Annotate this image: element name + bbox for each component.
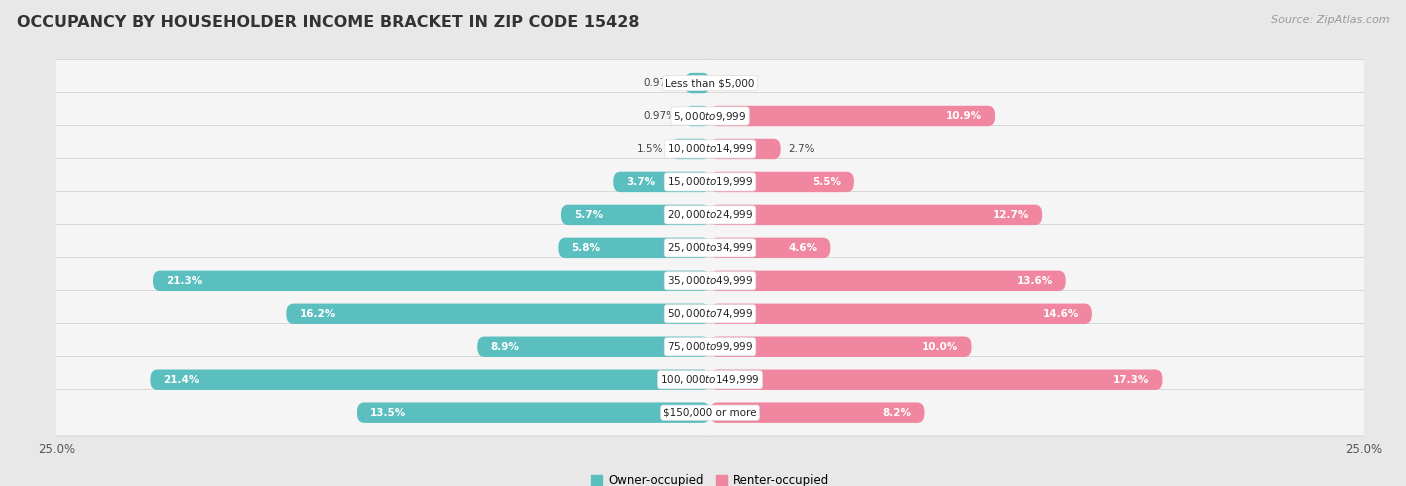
Text: 0.0%: 0.0% bbox=[718, 78, 744, 88]
FancyBboxPatch shape bbox=[45, 60, 1375, 106]
Text: $50,000 to $74,999: $50,000 to $74,999 bbox=[666, 307, 754, 320]
Text: 17.3%: 17.3% bbox=[1114, 375, 1149, 385]
Text: 0.97%: 0.97% bbox=[644, 78, 676, 88]
Text: 2.7%: 2.7% bbox=[789, 144, 815, 154]
Text: 14.6%: 14.6% bbox=[1042, 309, 1078, 319]
Text: 1.5%: 1.5% bbox=[637, 144, 664, 154]
Text: 5.5%: 5.5% bbox=[811, 177, 841, 187]
FancyBboxPatch shape bbox=[287, 304, 710, 324]
Text: $15,000 to $19,999: $15,000 to $19,999 bbox=[666, 175, 754, 189]
Text: Source: ZipAtlas.com: Source: ZipAtlas.com bbox=[1271, 15, 1389, 25]
FancyBboxPatch shape bbox=[710, 402, 925, 423]
FancyBboxPatch shape bbox=[45, 291, 1375, 337]
Legend: Owner-occupied, Renter-occupied: Owner-occupied, Renter-occupied bbox=[586, 469, 834, 486]
Text: $75,000 to $99,999: $75,000 to $99,999 bbox=[666, 340, 754, 353]
Text: $35,000 to $49,999: $35,000 to $49,999 bbox=[666, 274, 754, 287]
FancyBboxPatch shape bbox=[561, 205, 710, 225]
Text: $100,000 to $149,999: $100,000 to $149,999 bbox=[661, 373, 759, 386]
FancyBboxPatch shape bbox=[45, 389, 1375, 436]
FancyBboxPatch shape bbox=[45, 125, 1375, 173]
FancyBboxPatch shape bbox=[150, 369, 710, 390]
Text: 21.3%: 21.3% bbox=[166, 276, 202, 286]
Text: $10,000 to $14,999: $10,000 to $14,999 bbox=[666, 142, 754, 156]
FancyBboxPatch shape bbox=[45, 258, 1375, 304]
FancyBboxPatch shape bbox=[710, 304, 1092, 324]
FancyBboxPatch shape bbox=[685, 106, 710, 126]
Text: $5,000 to $9,999: $5,000 to $9,999 bbox=[673, 109, 747, 122]
FancyBboxPatch shape bbox=[558, 238, 710, 258]
FancyBboxPatch shape bbox=[357, 402, 710, 423]
Text: 10.0%: 10.0% bbox=[922, 342, 959, 352]
FancyBboxPatch shape bbox=[45, 158, 1375, 205]
FancyBboxPatch shape bbox=[710, 238, 831, 258]
Text: 5.7%: 5.7% bbox=[574, 210, 603, 220]
FancyBboxPatch shape bbox=[45, 93, 1375, 139]
FancyBboxPatch shape bbox=[710, 139, 780, 159]
FancyBboxPatch shape bbox=[45, 225, 1375, 271]
Text: 8.2%: 8.2% bbox=[883, 408, 911, 417]
Text: 13.6%: 13.6% bbox=[1017, 276, 1053, 286]
Text: 13.5%: 13.5% bbox=[370, 408, 406, 417]
FancyBboxPatch shape bbox=[671, 139, 710, 159]
FancyBboxPatch shape bbox=[613, 172, 710, 192]
Text: 3.7%: 3.7% bbox=[626, 177, 655, 187]
Text: 21.4%: 21.4% bbox=[163, 375, 200, 385]
FancyBboxPatch shape bbox=[710, 369, 1163, 390]
FancyBboxPatch shape bbox=[477, 336, 710, 357]
Text: Less than $5,000: Less than $5,000 bbox=[665, 78, 755, 88]
FancyBboxPatch shape bbox=[45, 191, 1375, 238]
Text: 4.6%: 4.6% bbox=[789, 243, 817, 253]
FancyBboxPatch shape bbox=[710, 172, 853, 192]
Text: 10.9%: 10.9% bbox=[946, 111, 981, 121]
Text: $25,000 to $34,999: $25,000 to $34,999 bbox=[666, 242, 754, 254]
Text: 16.2%: 16.2% bbox=[299, 309, 336, 319]
FancyBboxPatch shape bbox=[710, 336, 972, 357]
Text: 0.97%: 0.97% bbox=[644, 111, 676, 121]
FancyBboxPatch shape bbox=[685, 73, 710, 93]
FancyBboxPatch shape bbox=[710, 205, 1042, 225]
Text: $150,000 or more: $150,000 or more bbox=[664, 408, 756, 417]
Text: 12.7%: 12.7% bbox=[993, 210, 1029, 220]
Text: 8.9%: 8.9% bbox=[491, 342, 519, 352]
Text: $20,000 to $24,999: $20,000 to $24,999 bbox=[666, 208, 754, 222]
FancyBboxPatch shape bbox=[153, 271, 710, 291]
FancyBboxPatch shape bbox=[45, 323, 1375, 370]
FancyBboxPatch shape bbox=[710, 271, 1066, 291]
FancyBboxPatch shape bbox=[45, 356, 1375, 403]
Text: OCCUPANCY BY HOUSEHOLDER INCOME BRACKET IN ZIP CODE 15428: OCCUPANCY BY HOUSEHOLDER INCOME BRACKET … bbox=[17, 15, 640, 30]
Text: 5.8%: 5.8% bbox=[571, 243, 600, 253]
FancyBboxPatch shape bbox=[710, 106, 995, 126]
